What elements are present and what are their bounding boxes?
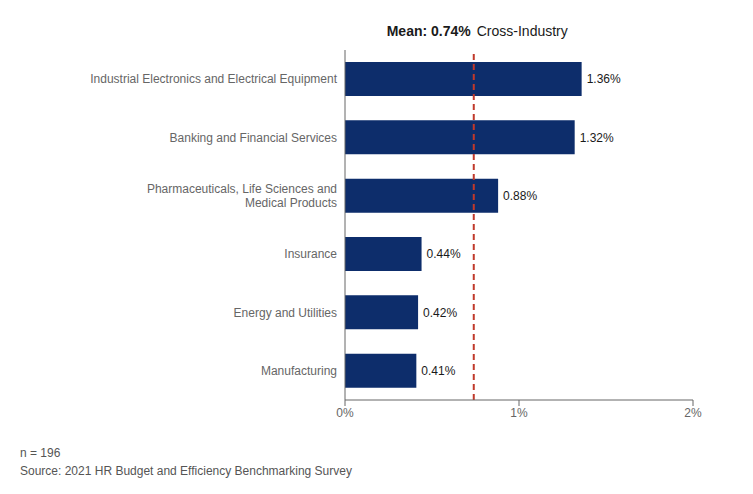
svg-text:1%: 1% <box>510 406 528 420</box>
svg-text:Cross-Industry: Cross-Industry <box>477 23 568 39</box>
svg-text:0.42%: 0.42% <box>423 306 457 320</box>
svg-text:Pharmaceuticals, Life Sciences: Pharmaceuticals, Life Sciences andMedica… <box>147 182 337 210</box>
svg-text:Banking and Financial Services: Banking and Financial Services <box>170 131 337 145</box>
svg-text:Mean: 0.74%: Mean: 0.74% <box>387 23 472 39</box>
svg-text:Insurance: Insurance <box>284 247 337 261</box>
svg-text:2%: 2% <box>684 406 702 420</box>
svg-text:1.36%: 1.36% <box>587 72 621 86</box>
svg-text:0%: 0% <box>336 406 354 420</box>
html-text:Source: 2021 HR Budget and Eff: Source: 2021 HR Budget and Efficiency Be… <box>20 464 352 478</box>
svg-text:0.41%: 0.41% <box>421 364 455 378</box>
svg-text:0.44%: 0.44% <box>427 247 461 261</box>
svg-text:0.88%: 0.88% <box>503 189 537 203</box>
html-text:n = 196: n = 196 <box>20 446 61 460</box>
svg-text:Energy and Utilities: Energy and Utilities <box>234 306 337 320</box>
svg-text:Industrial Electronics and Ele: Industrial Electronics and Electrical Eq… <box>90 72 337 86</box>
svg-text:Manufacturing: Manufacturing <box>261 364 337 378</box>
svg-text:1.32%: 1.32% <box>580 131 614 145</box>
